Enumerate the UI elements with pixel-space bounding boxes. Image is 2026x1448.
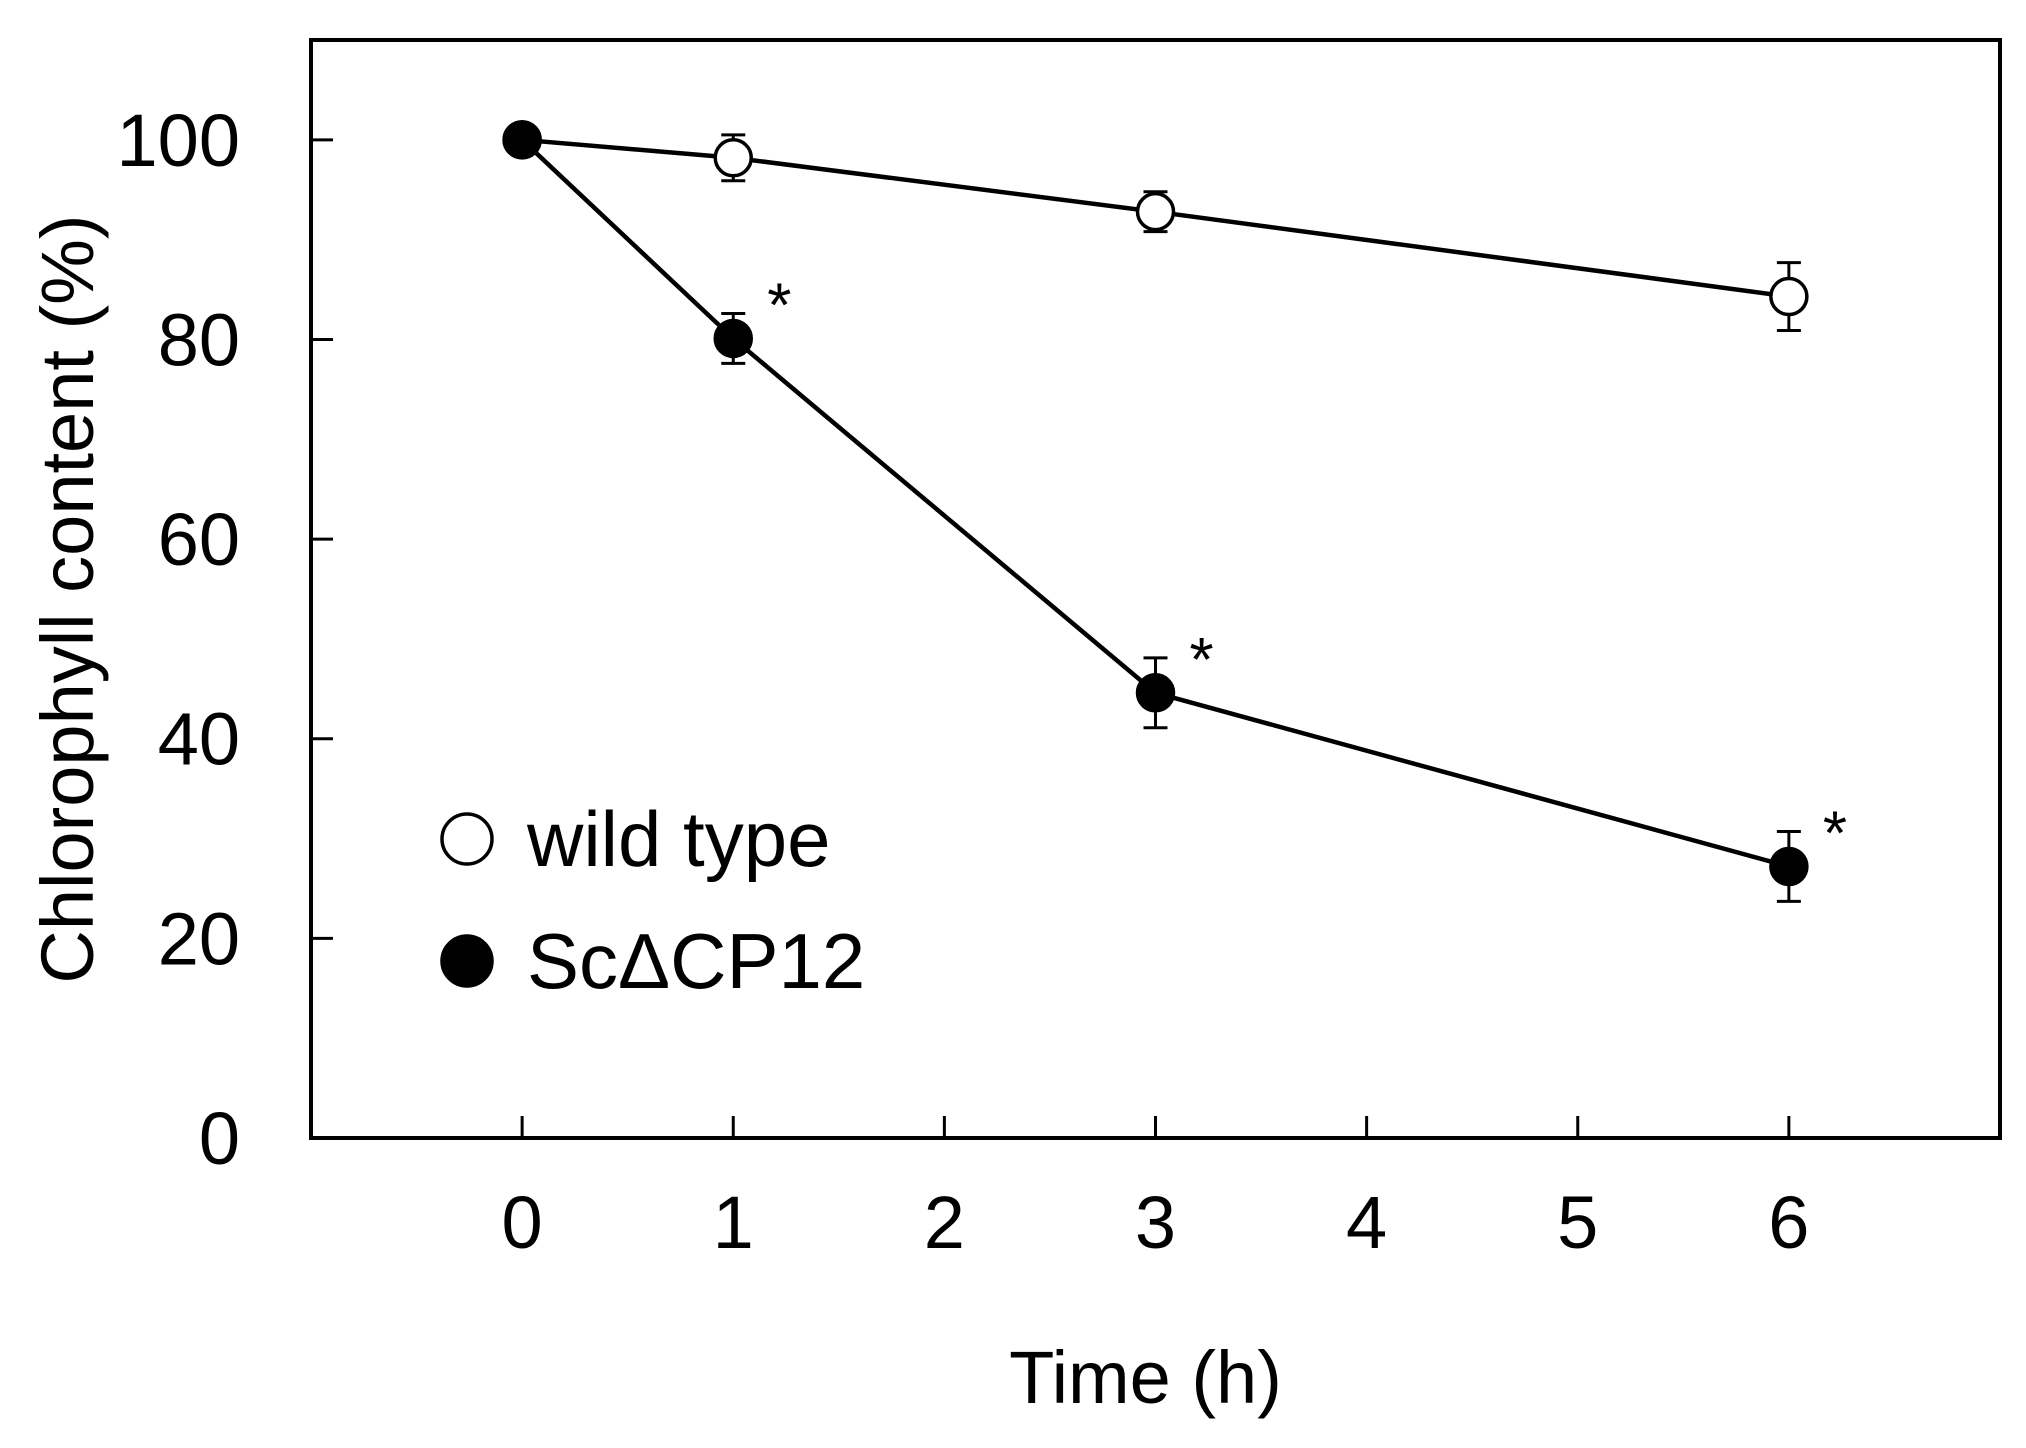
x-tick-label-5: 5 (1557, 1181, 1598, 1264)
y-tick-label-40: 40 (158, 698, 240, 781)
x-axis-title: Time (h) (1009, 1336, 1282, 1419)
legend-marker-filled-circle (440, 934, 494, 988)
x-tick-label-2: 2 (924, 1181, 965, 1264)
data-point-sc-cp12-t0 (502, 120, 542, 160)
data-point-wild-type-t3 (1135, 191, 1176, 232)
series-wild-type (502, 120, 1809, 332)
legend-label-sc-delta-cp12: ScΔCP12 (527, 917, 865, 1005)
significance-marker-t3: * (1190, 626, 1214, 695)
y-axis-title: Chlorophyll content (%) (26, 214, 109, 983)
data-point-wild-type-t6 (1769, 276, 1809, 317)
data-point-sc-cp12-t6 (1769, 846, 1809, 887)
x-tick-label-3: 3 (1135, 1181, 1176, 1264)
y-tick-label-100: 100 (117, 99, 240, 182)
x-axis-ticks: 0 1 2 3 4 5 6 (502, 1116, 1809, 1264)
series-line-sc-cp12 (520, 138, 1790, 869)
data-point-sc-cp12-t3 (1135, 673, 1176, 713)
significance-marker-t6: * (1823, 799, 1847, 868)
x-tick-label-1: 1 (713, 1181, 754, 1264)
data-point-wild-type-t1 (713, 138, 753, 178)
significance-marker-t1: * (767, 271, 791, 340)
y-tick-label-0: 0 (199, 1097, 240, 1180)
x-tick-label-0: 0 (502, 1181, 543, 1264)
y-tick-label-20: 20 (158, 897, 240, 980)
series-layer (502, 120, 1809, 903)
series-line-wild-type (521, 137, 1790, 299)
y-tick-label-60: 60 (158, 498, 240, 581)
y-axis-ticks: 0 20 40 60 80 100 (117, 99, 333, 1180)
legend: wild type ScΔCP12 (440, 795, 865, 1005)
legend-item-sc-delta-cp12: ScΔCP12 (440, 917, 865, 1005)
legend-item-wild-type: wild type (440, 795, 830, 883)
x-tick-label-4: 4 (1346, 1181, 1387, 1264)
annotation-layer: * * * (767, 271, 1847, 868)
series-sc-cp12 (502, 120, 1809, 903)
y-tick-label-80: 80 (158, 298, 240, 381)
legend-label-wild-type: wild type (526, 795, 830, 883)
data-point-sc-cp12-t1 (713, 318, 753, 359)
legend-marker-open-circle (440, 812, 494, 866)
x-tick-label-6: 6 (1768, 1181, 1809, 1264)
